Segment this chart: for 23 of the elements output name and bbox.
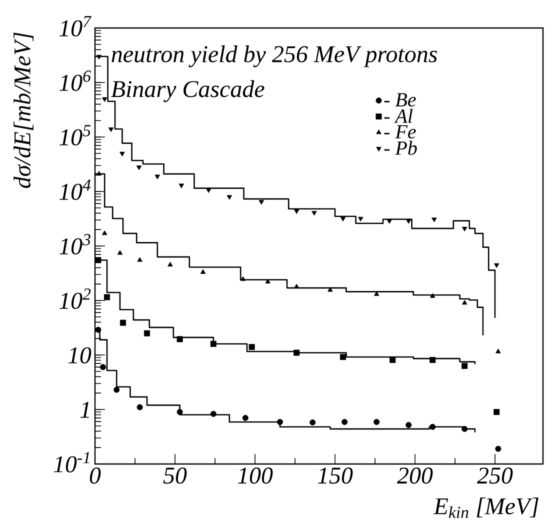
y-tick-label: 10$^{4}$ xyxy=(59,180,91,200)
y-tick-label: 10$^{2}$ xyxy=(59,288,91,309)
legend-label: - Pb xyxy=(384,140,417,155)
legend-label: - Be xyxy=(384,93,416,107)
y-axis-title: dσ/dE[mb/MeV] xyxy=(14,32,34,188)
y-tick-label: 10$^{-1}$ xyxy=(54,452,90,472)
x-tick-label: 100 xyxy=(238,468,273,484)
x-tick-label: 150 xyxy=(318,468,353,484)
y-tick-label: 10$^{3}$ xyxy=(59,234,90,254)
legend-label: - Al xyxy=(384,108,413,123)
x-tick-label: 250 xyxy=(477,468,513,484)
y-tick-label: 10$^{7}$ xyxy=(59,16,92,36)
x-tick-label: 200 xyxy=(397,468,433,484)
text: Binary Cascade xyxy=(111,80,264,102)
y-tick-label: 1 xyxy=(80,402,89,418)
x-tick-label: 0 xyxy=(90,468,101,484)
y-tick-label: 10$^{5}$ xyxy=(59,125,90,146)
legend-label: - Fe xyxy=(384,125,416,138)
x-tick-label: 50 xyxy=(163,468,187,484)
text: neutron yield by 256 MeV protons xyxy=(112,45,438,68)
y-tick-label: 10$^{6}$ xyxy=(59,70,91,91)
x-axis-title: E$_{kin}$ [MeV] xyxy=(434,498,538,518)
y-tick-label: 10 xyxy=(68,347,92,364)
